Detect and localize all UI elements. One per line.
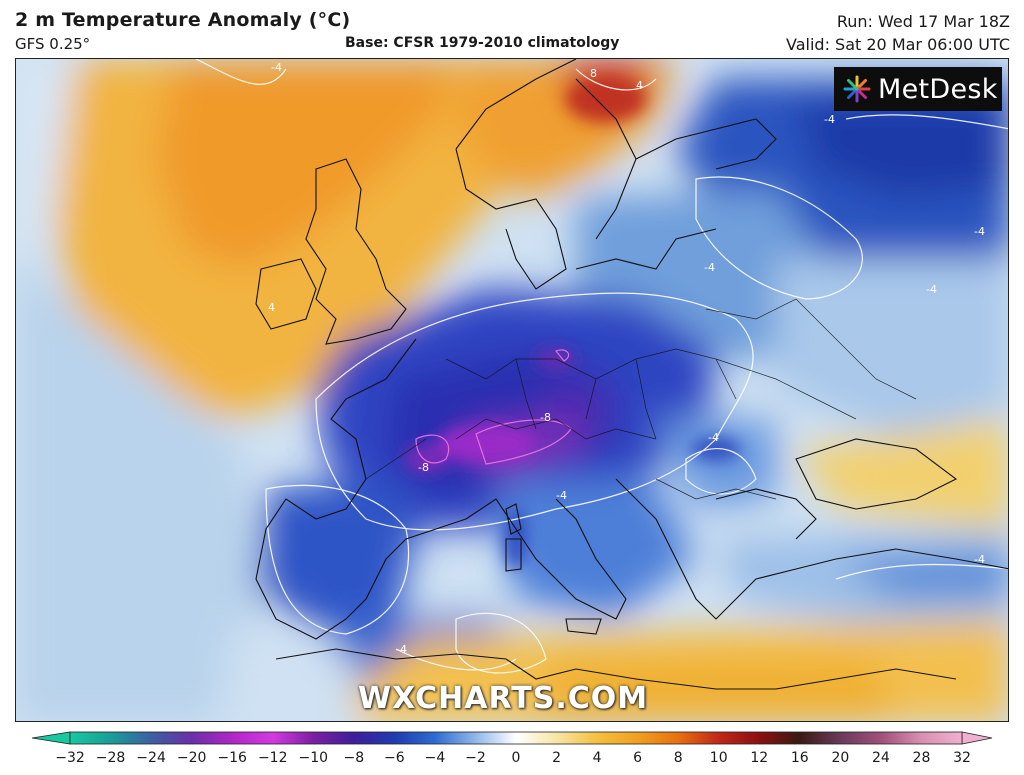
colorbar-tick-label: 16 bbox=[790, 750, 809, 766]
colorbar-tick-label: −4 bbox=[424, 750, 446, 766]
contour-label: -4 bbox=[556, 489, 567, 502]
colorbar-tick-label: 12 bbox=[750, 750, 769, 766]
colorbar-tick-label: −12 bbox=[257, 750, 288, 766]
contour-label: 8 bbox=[590, 67, 597, 80]
coastlines bbox=[255, 59, 1008, 690]
colorbar bbox=[0, 728, 1024, 775]
run-label: Run: Wed 17 Mar 18Z bbox=[836, 12, 1010, 31]
base-label: Base: CFSR 1979-2010 climatology bbox=[345, 35, 620, 51]
colorbar-tick-label: 0 bbox=[511, 750, 521, 766]
valid-label: Valid: Sat 20 Mar 06:00 UTC bbox=[786, 35, 1010, 54]
contour-label: 4 bbox=[268, 301, 275, 314]
contour-lines bbox=[195, 59, 1008, 674]
colorbar-tick-label: −32 bbox=[55, 750, 85, 766]
contour-label: -8 bbox=[418, 461, 429, 474]
colorbar-tick-label: −8 bbox=[343, 750, 365, 766]
contour-label-group: -4 -4 -4 -4 -4 -4 -8 -8 -4 -4 4 8 4 -4 bbox=[268, 61, 985, 656]
anomaly-detail bbox=[404, 77, 741, 569]
colorbar-tick-label: 24 bbox=[871, 750, 890, 766]
model-label: GFS 0.25° bbox=[15, 35, 91, 53]
colorbar-tick-label: 2 bbox=[552, 750, 561, 766]
colorbar-tick-label: −6 bbox=[384, 750, 405, 766]
contour-label: -4 bbox=[704, 261, 715, 274]
colorbar-tick-label: −16 bbox=[217, 750, 247, 766]
anomaly-map: -4 -4 -4 -4 -4 -4 -8 -8 -4 -4 4 8 4 -4 bbox=[15, 58, 1009, 722]
metdesk-logo: MetDesk bbox=[834, 67, 1002, 111]
watermark: WXCHARTS.COM bbox=[358, 681, 649, 716]
colorbar-tick-label: −28 bbox=[95, 750, 126, 766]
contour-label: -4 bbox=[926, 283, 937, 296]
chart-title: 2 m Temperature Anomaly (°C) bbox=[15, 9, 351, 31]
colorbar-strip bbox=[31, 731, 993, 745]
colorbar-min-arrow bbox=[31, 731, 71, 745]
colorbar-gradient bbox=[69, 731, 963, 745]
colorbar-tick-label: −2 bbox=[465, 750, 486, 766]
colorbar-tick-label: −24 bbox=[136, 750, 166, 766]
contour-label: -4 bbox=[974, 225, 985, 238]
contour-label: -4 bbox=[974, 553, 985, 566]
starburst-logo-icon bbox=[843, 75, 871, 103]
logo-text: MetDesk bbox=[878, 73, 998, 105]
colorbar-tick-label: 32 bbox=[953, 750, 971, 766]
colorbar-tick-label: 20 bbox=[831, 750, 850, 766]
anomaly-field bbox=[16, 59, 1008, 721]
contour-label: -4 bbox=[824, 113, 835, 126]
country-borders bbox=[365, 298, 917, 500]
colorbar-tick-label: −20 bbox=[176, 750, 207, 766]
contour-label: 4 bbox=[636, 79, 643, 92]
contour-label: -4 bbox=[708, 431, 719, 444]
colorbar-max-arrow bbox=[961, 731, 993, 745]
colorbar-tick-label: 10 bbox=[709, 750, 728, 766]
contour-label: -8 bbox=[540, 411, 551, 424]
colorbar-tick-label: 8 bbox=[673, 750, 683, 766]
contour-label: -4 bbox=[271, 61, 282, 74]
colorbar-tick-label: 28 bbox=[912, 750, 931, 766]
contour-label: -4 bbox=[396, 643, 407, 656]
colorbar-tick-label: −10 bbox=[298, 750, 329, 766]
map-canvas: -4 -4 -4 -4 -4 -4 -8 -8 -4 -4 4 8 4 -4 bbox=[16, 59, 1008, 721]
colorbar-tick-label: 6 bbox=[633, 750, 643, 766]
colorbar-tick-label: 4 bbox=[592, 750, 602, 766]
